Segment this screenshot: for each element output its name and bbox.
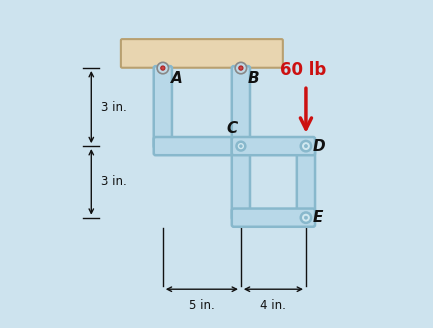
FancyBboxPatch shape [297, 144, 315, 220]
Circle shape [236, 142, 246, 151]
FancyBboxPatch shape [154, 137, 250, 155]
Text: 60 lb: 60 lb [280, 61, 326, 79]
FancyBboxPatch shape [121, 39, 283, 68]
Text: E: E [313, 210, 323, 225]
Text: B: B [248, 71, 260, 86]
Circle shape [157, 62, 168, 74]
Text: 5 in.: 5 in. [189, 299, 215, 312]
FancyBboxPatch shape [232, 209, 315, 227]
Circle shape [161, 66, 165, 70]
Circle shape [301, 213, 311, 223]
FancyBboxPatch shape [154, 66, 172, 148]
Text: 3 in.: 3 in. [101, 101, 127, 113]
Text: A: A [171, 71, 183, 86]
FancyBboxPatch shape [232, 66, 250, 220]
Circle shape [235, 62, 247, 74]
FancyBboxPatch shape [232, 137, 315, 155]
Circle shape [239, 145, 242, 148]
Text: D: D [313, 139, 326, 154]
Circle shape [239, 66, 243, 70]
Text: 3 in.: 3 in. [101, 175, 127, 188]
Text: 4 in.: 4 in. [261, 299, 286, 312]
Circle shape [304, 145, 307, 148]
Circle shape [301, 141, 311, 151]
Circle shape [304, 216, 307, 219]
Text: C: C [226, 121, 238, 136]
